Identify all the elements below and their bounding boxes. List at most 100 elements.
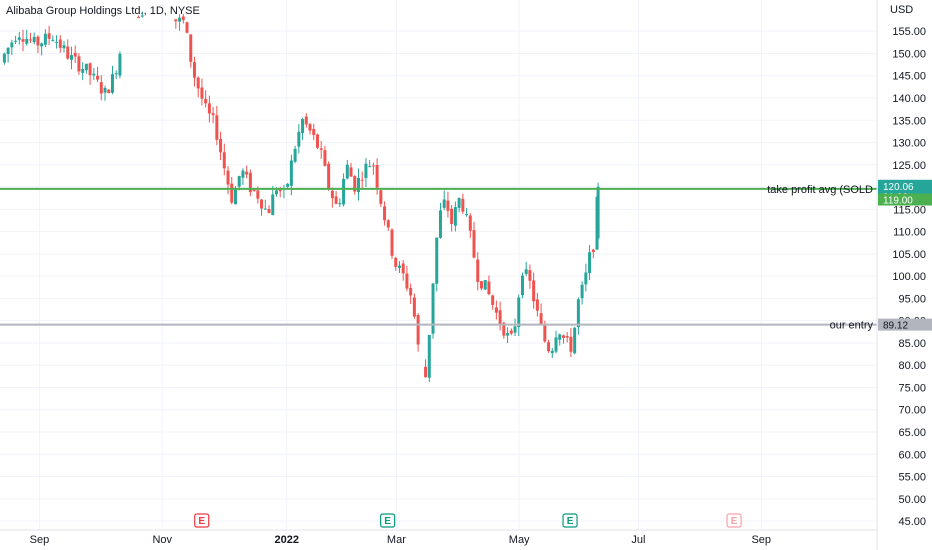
- y-tick-label: 145.00: [892, 71, 926, 83]
- horizontal-line-label: take profit avg (SOLD: [767, 184, 873, 196]
- x-tick-label: Nov: [152, 534, 172, 546]
- candle-body: [342, 178, 346, 205]
- x-tick-label: Jul: [631, 534, 645, 546]
- candle-body: [517, 297, 521, 327]
- candle-body: [520, 275, 524, 296]
- candle-body: [114, 73, 118, 75]
- y-axis: 155.00 150.00 145.00 140.00 135.00 130.00 125.…: [876, 0, 926, 550]
- candle-body: [211, 113, 215, 116]
- candle-body: [543, 324, 547, 342]
- candle-body: [327, 163, 331, 189]
- candle-body: [107, 89, 111, 93]
- candle-body: [371, 165, 375, 167]
- candle-body: [222, 152, 226, 169]
- candle-body: [338, 203, 342, 205]
- candle-body: [267, 209, 271, 214]
- candle-body: [47, 33, 51, 39]
- currency-label: USD: [890, 4, 913, 16]
- candle-body: [81, 68, 85, 73]
- candle-body: [185, 22, 189, 33]
- x-tick-label: 2022: [275, 534, 299, 546]
- x-tick-label: Sep: [751, 534, 771, 546]
- candle-body: [92, 73, 96, 76]
- candle-body: [312, 128, 316, 136]
- price-label-value: 119.00: [883, 196, 913, 207]
- candle-body: [457, 198, 461, 208]
- candle-body: [73, 52, 77, 57]
- candle-body: [77, 56, 81, 72]
- candle-body: [181, 16, 185, 21]
- candle-body: [21, 39, 25, 42]
- candle-body: [364, 163, 368, 179]
- candle-body: [438, 210, 442, 238]
- y-tick-label: 150.00: [892, 48, 926, 60]
- y-tick-label: 125.00: [892, 160, 926, 172]
- candle-body: [43, 33, 47, 45]
- candle-body: [584, 272, 588, 285]
- candle-body: [233, 189, 237, 205]
- candle-body: [196, 77, 200, 89]
- candle-body: [248, 172, 252, 193]
- candle-body: [424, 366, 428, 378]
- candle-body: [226, 170, 230, 185]
- candle-body: [379, 190, 383, 204]
- candle-body: [401, 263, 405, 274]
- candle-body: [487, 281, 491, 295]
- candle-body: [528, 270, 532, 281]
- price-label-value: 120.06: [883, 182, 914, 193]
- candle-body: [297, 131, 301, 147]
- candle-body: [308, 124, 312, 131]
- candle-body: [6, 47, 10, 54]
- earnings-event-marker: [380, 513, 396, 528]
- candle-body: [476, 259, 480, 282]
- candle-body: [375, 165, 379, 188]
- y-tick-label: 140.00: [892, 93, 926, 105]
- candle-body: [532, 280, 536, 302]
- x-tick-label: May: [509, 534, 530, 546]
- grid-lines: [0, 0, 877, 530]
- candle-body: [558, 334, 562, 340]
- candle-body: [450, 208, 454, 224]
- candle-body: [304, 116, 308, 125]
- candle-body: [25, 38, 29, 44]
- candle-body: [390, 229, 394, 256]
- candle-body: [204, 98, 208, 104]
- y-tick-label: 55.00: [898, 472, 926, 484]
- candle-body: [591, 249, 595, 253]
- candle-body: [260, 199, 264, 209]
- candle-body: [596, 186, 600, 239]
- candle-body: [192, 62, 196, 78]
- candle-body: [200, 87, 204, 99]
- candle-body: [550, 350, 554, 354]
- y-tick-label: 75.00: [898, 382, 926, 394]
- candle-body: [2, 53, 6, 63]
- candle-body: [110, 74, 114, 93]
- candle-body: [580, 284, 584, 299]
- candle-body: [576, 299, 580, 328]
- candlestick-series: [2, 11, 600, 383]
- candle-body: [207, 103, 211, 114]
- candle-body: [465, 214, 469, 216]
- candle-body: [349, 167, 353, 177]
- candle-body: [219, 138, 223, 153]
- candle-body: [103, 87, 107, 93]
- candle-body: [323, 150, 327, 166]
- candle-body: [461, 198, 465, 212]
- earnings-event-marker: [194, 513, 210, 528]
- x-tick-label: Mar: [387, 534, 406, 546]
- y-tick-label: 100.00: [892, 271, 926, 283]
- price-label-box: [878, 193, 932, 206]
- candle-body: [330, 190, 334, 199]
- candle-body: [69, 55, 73, 60]
- earnings-event-marker: [562, 513, 578, 528]
- candle-body: [479, 281, 483, 289]
- candle-body: [502, 322, 506, 336]
- candle-body: [483, 280, 487, 290]
- candle-body: [412, 297, 416, 317]
- candle-body: [431, 283, 435, 334]
- candle-body: [360, 179, 364, 181]
- candle-body: [539, 313, 543, 325]
- candle-body: [561, 335, 565, 338]
